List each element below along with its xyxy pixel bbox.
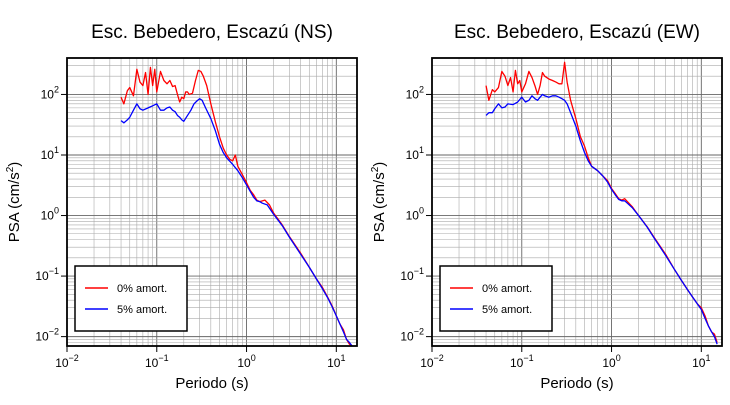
x-axis-label: Periodo (s) <box>540 375 613 392</box>
x-tick-label: 10−1 <box>145 353 169 370</box>
y-tick-base: 10 <box>400 269 414 283</box>
x-tick-exp: 1 <box>340 353 345 363</box>
x-tick-exp: 1 <box>705 353 710 363</box>
y-tick-exp: 1 <box>54 145 59 155</box>
x-tick-label: 10−1 <box>510 353 534 370</box>
x-tick-label: 10−2 <box>420 353 444 370</box>
y-tick-label: 100 <box>41 206 59 223</box>
y-tick-label: 101 <box>406 145 424 162</box>
x-tick-base: 10 <box>55 356 69 370</box>
y-tick-exp: 0 <box>419 206 424 216</box>
y-tick-exp: 1 <box>419 145 424 155</box>
x-tick-exp: −2 <box>434 353 444 363</box>
plot-frame <box>431 57 723 347</box>
y-axis-label-end: ) <box>371 162 388 167</box>
legend-box <box>74 265 188 332</box>
y-tick-base: 10 <box>406 209 420 223</box>
x-tick-exp: 0 <box>616 353 621 363</box>
y-tick-base: 10 <box>41 209 55 223</box>
series-line-5pct <box>120 98 353 346</box>
x-tick-exp: −2 <box>69 353 79 363</box>
legend: 0% amort. 5% amort. <box>439 265 553 332</box>
legend-label-0pct: 0% amort. <box>117 283 167 295</box>
x-tick-label: 10−2 <box>55 353 79 370</box>
y-tick-base: 10 <box>406 87 420 101</box>
x-tick-base: 10 <box>237 356 251 370</box>
y-tick-label: 100 <box>406 206 424 223</box>
x-tick-label: 101 <box>327 353 345 370</box>
y-tick-base: 10 <box>41 148 55 162</box>
y-axis-label-end: ) <box>6 162 23 167</box>
x-tick-exp: −1 <box>523 353 533 363</box>
plot-frame <box>66 57 358 347</box>
legend-label-5pct: 5% amort. <box>117 304 167 316</box>
y-tick-label: 10−1 <box>400 266 424 283</box>
x-tick-base: 10 <box>692 356 706 370</box>
y-tick-exp: −1 <box>49 266 59 276</box>
y-tick-label: 101 <box>41 145 59 162</box>
y-tick-exp: −2 <box>414 327 424 337</box>
x-tick-exp: −1 <box>158 353 168 363</box>
y-axis-label-main: PSA (cm/s <box>6 172 23 242</box>
y-axis-label-sup: 2 <box>370 166 381 172</box>
x-tick-base: 10 <box>602 356 616 370</box>
legend-label-5pct: 5% amort. <box>482 304 532 316</box>
y-tick-exp: −2 <box>49 327 59 337</box>
x-tick-label: 101 <box>692 353 710 370</box>
x-axis-label: Periodo (s) <box>175 375 248 392</box>
y-tick-label: 10−2 <box>400 327 424 344</box>
y-tick-label: 10−1 <box>35 266 59 283</box>
series-group <box>485 61 718 345</box>
x-tick-base: 10 <box>145 356 159 370</box>
x-tick-base: 10 <box>510 356 524 370</box>
x-tick-base: 10 <box>327 356 341 370</box>
chart-title: Esc. Bebedero, Escazú (NS) <box>91 22 333 43</box>
y-axis-label-main: PSA (cm/s <box>371 172 388 242</box>
series-group <box>120 66 353 346</box>
y-tick-base: 10 <box>41 87 55 101</box>
x-tick-label: 100 <box>602 353 620 370</box>
y-tick-base: 10 <box>400 330 414 344</box>
y-tick-base: 10 <box>35 330 49 344</box>
y-tick-label: 102 <box>41 84 59 101</box>
y-tick-exp: 2 <box>419 84 424 94</box>
y-tick-label: 102 <box>406 84 424 101</box>
y-axis-label: PSA (cm/s2) <box>370 162 388 243</box>
y-tick-exp: −1 <box>414 266 424 276</box>
chart-title: Esc. Bebedero, Escazú (EW) <box>454 22 700 43</box>
x-tick-label: 100 <box>237 353 255 370</box>
x-tick-exp: 0 <box>251 353 256 363</box>
y-tick-base: 10 <box>35 269 49 283</box>
series-line-5pct <box>485 93 718 345</box>
y-tick-base: 10 <box>406 148 420 162</box>
y-axis-label: PSA (cm/s2) <box>5 162 23 243</box>
legend-label-0pct: 0% amort. <box>482 283 532 295</box>
y-axis-label-sup: 2 <box>5 166 16 172</box>
y-tick-exp: 2 <box>54 84 59 94</box>
y-tick-label: 10−2 <box>35 327 59 344</box>
x-tick-base: 10 <box>420 356 434 370</box>
legend-box <box>439 265 553 332</box>
y-tick-exp: 0 <box>54 206 59 216</box>
legend: 0% amort. 5% amort. <box>74 265 188 332</box>
